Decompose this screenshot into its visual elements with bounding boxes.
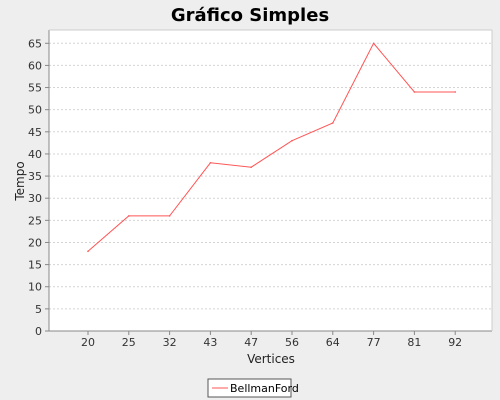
y-tick-label: 10 [28,281,42,294]
y-tick-label: 0 [35,325,42,338]
data-point [454,91,457,93]
data-point [87,250,89,253]
y-axis-ticks: 0 5 10 15 20 25 30 35 40 45 50 55 60 65 [28,37,49,338]
data-point [332,122,334,124]
x-tick-label: 81 [407,336,421,349]
x-tick-label: 92 [448,336,462,349]
grid-lines [49,42,492,310]
x-tick-label: 32 [163,336,177,349]
x-axis-ticks: 20 25 32 43 47 56 64 77 81 92 [81,331,462,349]
x-tick-label: 47 [244,336,258,349]
x-tick-label: 64 [326,336,340,349]
y-tick-label: 35 [28,170,42,183]
x-tick-label: 20 [81,336,95,349]
x-tick-label: 77 [367,336,381,349]
y-tick-label: 50 [28,104,42,117]
y-tick-label: 55 [28,82,42,95]
y-tick-label: 65 [28,37,42,50]
legend-label: BellmanFord [230,382,299,395]
y-tick-label: 20 [28,236,42,249]
y-tick-label: 15 [28,259,42,272]
legend: BellmanFord [207,378,299,398]
y-axis-label: Tempo [13,161,27,201]
x-tick-label: 56 [285,336,299,349]
data-point [372,42,375,45]
y-tick-label: 60 [28,59,42,72]
y-tick-label: 40 [28,148,42,161]
series-layer [87,42,457,253]
y-tick-label: 45 [28,126,42,139]
x-tick-label: 25 [122,336,136,349]
x-tick-label: 43 [203,336,217,349]
x-axis-label: Vertices [247,352,295,366]
data-point [168,215,171,217]
chart-title: Gráfico Simples [171,5,329,26]
data-point [128,215,130,217]
plot-area [49,30,492,331]
series-line [87,42,456,252]
y-tick-label: 25 [28,214,42,227]
data-point [250,166,252,169]
y-tick-label: 30 [28,192,42,205]
axes [48,29,493,332]
data-point [413,91,416,93]
legend-box [207,378,292,398]
data-point [291,139,293,142]
y-tick-label: 5 [35,303,42,316]
data-point [209,161,212,164]
